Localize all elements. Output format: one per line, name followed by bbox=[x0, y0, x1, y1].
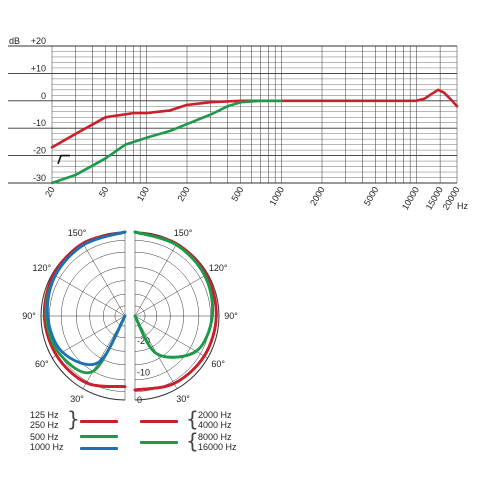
polar-spoke bbox=[82, 243, 126, 317]
legend-left-green-text: 500 Hz bbox=[30, 432, 59, 442]
y-tick-label: -20 bbox=[33, 146, 46, 156]
radial-label: -20 bbox=[137, 336, 150, 346]
frequency-response-chart: +20 +10 0 -10 -20 -30 dB 20 50 100 200 500 1000 2000 5… bbox=[8, 36, 468, 212]
radial-label: -10 bbox=[137, 367, 150, 377]
x-tick-label: 20 bbox=[43, 185, 57, 199]
highpass-filter-icon bbox=[57, 154, 70, 165]
polar-spoke bbox=[52, 315, 126, 359]
legend-right-red-text: 2000 Hz 4000 Hz bbox=[198, 410, 232, 430]
x-tick-label: 2000 bbox=[308, 185, 327, 207]
y-axis-label: dB bbox=[9, 36, 20, 46]
angle-label-left: 90° bbox=[22, 311, 36, 321]
x-tick-label: 100 bbox=[135, 185, 151, 203]
polar-pattern-chart: 180°150°120°90°60°30°0°180°150°120°90°60… bbox=[22, 228, 238, 403]
polar-curve-left-1 bbox=[42, 230, 127, 388]
x-tick-label: 200 bbox=[176, 185, 192, 203]
legend-right-brace-1: { bbox=[186, 407, 199, 431]
x-tick-label: 5000 bbox=[362, 185, 381, 207]
legend-right-red-line bbox=[140, 420, 178, 423]
legend-right-green-text: 8000 Hz 16000 Hz bbox=[198, 432, 237, 452]
angle-label-right: 150° bbox=[174, 228, 193, 238]
legend-left-red-line bbox=[80, 420, 118, 423]
legend-right-green-line bbox=[140, 441, 178, 444]
polar-curve-right-1 bbox=[133, 230, 218, 392]
angle-label-left: 150° bbox=[68, 228, 87, 238]
legend-left-blue-line bbox=[80, 447, 118, 450]
response-curve-0 bbox=[50, 88, 459, 149]
polar-spoke bbox=[52, 273, 126, 317]
x-tick-label: 500 bbox=[229, 185, 245, 203]
x-axis-label: Hz bbox=[457, 201, 468, 211]
polar-spoke bbox=[134, 243, 178, 317]
x-tick-label: 50 bbox=[97, 185, 111, 199]
polar-curve-right-3 bbox=[133, 230, 215, 359]
angle-label-left: 30° bbox=[70, 394, 84, 403]
legend-left-green-line bbox=[80, 435, 118, 438]
legend-right-brace-2: { bbox=[186, 429, 199, 453]
y-tick-label: +20 bbox=[31, 36, 46, 46]
radial-label: 0 bbox=[137, 395, 142, 403]
polar-curve-right-0 bbox=[133, 230, 218, 392]
angle-label-right: 60° bbox=[211, 359, 225, 369]
y-tick-label: +10 bbox=[31, 63, 46, 73]
grid bbox=[8, 45, 458, 184]
x-tick-label: 10000 bbox=[400, 185, 421, 212]
angle-label-right: 90° bbox=[224, 311, 238, 321]
angle-label-left: 60° bbox=[35, 359, 49, 369]
response-curve-1 bbox=[50, 99, 283, 185]
legend-left-red-text: 125 Hz 250 Hz bbox=[30, 410, 59, 430]
y-tick-label: -10 bbox=[33, 118, 46, 128]
angle-label-right: 30° bbox=[176, 394, 190, 403]
y-tick-label: -30 bbox=[33, 173, 46, 183]
angle-label-right: 120° bbox=[209, 263, 228, 273]
polar-curve-left-3 bbox=[46, 230, 127, 366]
legend-left-brace: } bbox=[67, 407, 80, 431]
legend-left-blue-text: 1000 Hz bbox=[30, 442, 64, 452]
angle-label-left: 120° bbox=[33, 263, 52, 273]
polar-spoke bbox=[134, 273, 208, 317]
x-tick-label: 1000 bbox=[267, 185, 286, 207]
y-tick-label: 0 bbox=[41, 91, 46, 101]
